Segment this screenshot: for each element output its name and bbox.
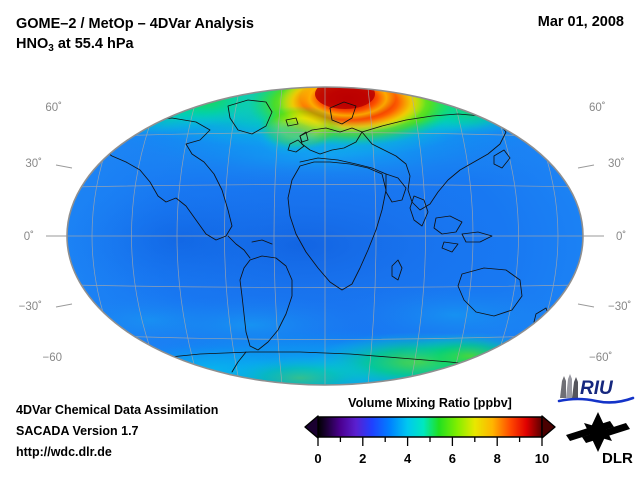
footer-block: 4DVar Chemical Data Assimilation SACADA … (16, 400, 218, 463)
lat-label-left-0: 0˚ (24, 231, 34, 243)
colorbar-tick-label-6: 6 (449, 451, 456, 466)
colorbar-tick-label-2: 2 (359, 451, 366, 466)
lat-label-right-0: 0˚ (616, 231, 626, 243)
map-data-field (67, 87, 583, 385)
lat-label-left-60: 60˚ (45, 102, 62, 114)
colorbar-tick-label-0: 0 (314, 451, 321, 466)
instrument-title: GOME–2 / MetOp – 4DVar Analysis (16, 16, 254, 32)
footer-line-version: SACADA Version 1.7 (16, 424, 139, 438)
footer-line-url[interactable]: http://wdc.dlr.de (16, 445, 112, 459)
coastlines (73, 99, 551, 373)
species-name: HNO (16, 36, 49, 52)
colorbar-title: Volume Mixing Ratio [ppbv] (348, 396, 512, 410)
dlr-logo-text: DLR (602, 450, 633, 466)
species-title: HNO3 at 55.4 hPa (16, 34, 254, 56)
lat-label-right-30: 30˚ (608, 158, 625, 170)
lat-label-right-60: 60˚ (589, 102, 606, 114)
lat-label-left-30: 30˚ (25, 158, 42, 170)
footer-line-assimilation: 4DVar Chemical Data Assimilation (16, 403, 219, 417)
riu-tower-icon (560, 374, 578, 398)
colorbar-right-arrow (541, 415, 556, 439)
lat-label-left-m30: −30˚ (19, 301, 42, 313)
colorbar-gradient-bar (317, 416, 543, 438)
dlr-mark-icon (566, 412, 630, 452)
lat-label-right-m30: −30˚ (608, 301, 631, 313)
colorbar-left-arrow (304, 415, 319, 439)
title-block: GOME–2 / MetOp – 4DVar Analysis HNO3 at … (16, 14, 254, 56)
species-subscript: 3 (48, 43, 54, 54)
dlr-logo: DLR (562, 410, 636, 467)
lat-label-left-m60: −60 (42, 352, 62, 364)
colorbar-tick-label-10: 10 (535, 451, 549, 466)
riu-logo-text: RIU (580, 378, 614, 399)
species-level: at 55.4 hPa (53, 36, 134, 52)
riu-logo: RIU (556, 372, 636, 406)
colorbar-tick-label-8: 8 (494, 451, 501, 466)
latitude-labels-left: 60˚ 30˚ 0˚ −30˚ −60 (19, 102, 62, 364)
mollweide-map: 60˚ 30˚ 0˚ −30˚ −60 60˚ 30˚ 0˚ −30˚ −60˚ (19, 86, 631, 386)
colorbar-tick-label-4: 4 (404, 451, 412, 466)
map-panel: 60˚ 30˚ 0˚ −30˚ −60 60˚ 30˚ 0˚ −30˚ −60˚ (0, 70, 640, 400)
colorbar: Volume Mixing Ratio [ppbv] 0 2 4 6 8 10 (300, 396, 560, 476)
latitude-labels-right: 60˚ 30˚ 0˚ −30˚ −60˚ (589, 102, 631, 364)
lat-label-right-m60: −60˚ (589, 352, 612, 364)
colorbar-ticks (317, 437, 543, 446)
colorbar-svg: 0 2 4 6 8 10 (304, 415, 556, 466)
riu-wave-icon (557, 396, 635, 404)
date-label: Mar 01, 2008 (537, 14, 624, 30)
latitude-ticks (46, 164, 604, 308)
colorbar-tick-labels: 0 2 4 6 8 10 (314, 451, 549, 466)
